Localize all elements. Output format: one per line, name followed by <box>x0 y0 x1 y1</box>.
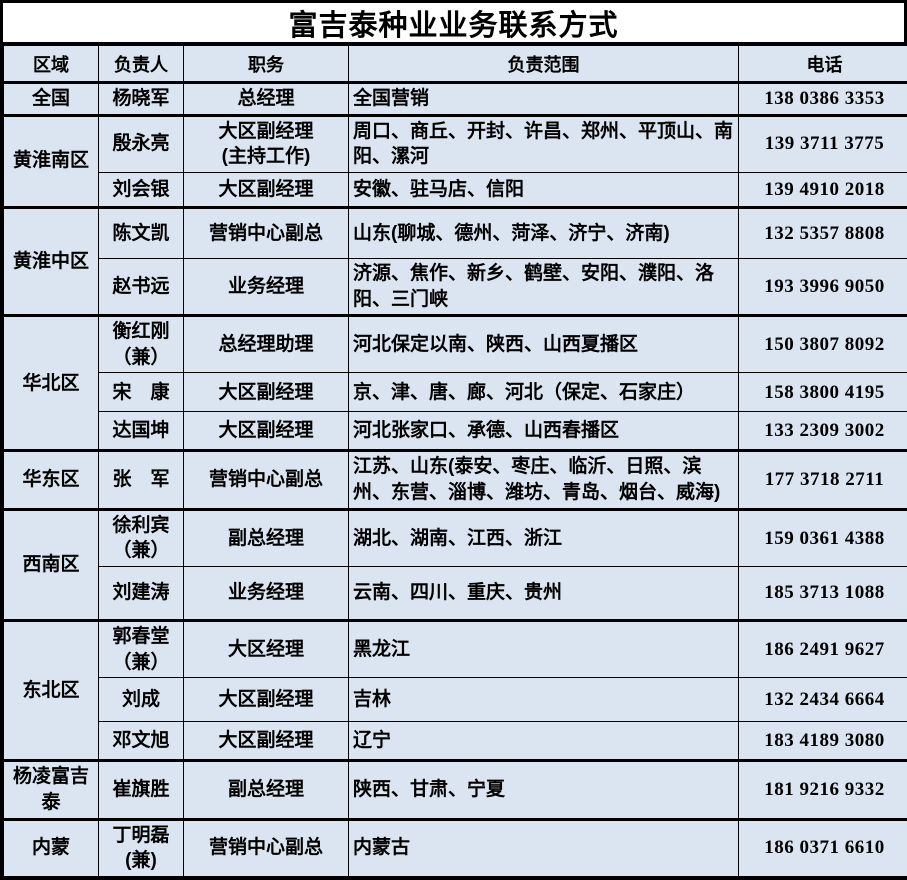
phone-cell: 138 0386 3353 <box>739 83 907 116</box>
scope-cell: 黑龙江 <box>349 621 739 678</box>
scope-cell: 辽宁 <box>349 722 739 761</box>
person-cell: 邓文旭 <box>99 722 184 761</box>
position-cell: 业务经理 <box>184 258 349 315</box>
position-cell: 总经理助理 <box>184 316 349 373</box>
scope-cell: 陕西、甘肃、宁夏 <box>349 761 739 819</box>
col-header-phone: 电话 <box>739 46 907 83</box>
position-cell: 总经理 <box>184 83 349 116</box>
person-cell: 宋 康 <box>99 373 184 412</box>
person-cell: 殷永亮 <box>99 115 184 172</box>
person-cell: 杨晓军 <box>99 83 184 116</box>
position-cell: 副总经理 <box>184 761 349 819</box>
position-cell: 大区副经理 <box>184 722 349 761</box>
scope-cell: 安徽、驻马店、信阳 <box>349 172 739 207</box>
col-header-person: 负责人 <box>99 46 184 83</box>
person-cell: 刘会银 <box>99 172 184 207</box>
scope-cell: 河北保定以南、陕西、山西夏播区 <box>349 316 739 373</box>
region-cell: 黄淮南区 <box>4 115 99 207</box>
region-cell: 杨凌富吉泰 <box>4 761 99 819</box>
table-row: 宋 康大区副经理京、津、唐、廊、河北（保定、石家庄）158 3800 4195 <box>4 373 907 412</box>
scope-cell: 河北张家口、承德、山西春播区 <box>349 412 739 451</box>
region-cell: 华东区 <box>4 451 99 509</box>
scope-cell: 湖北、湖南、江西、浙江 <box>349 509 739 566</box>
position-cell: 大区副经理 <box>184 373 349 412</box>
position-cell: 营销中心副总 <box>184 819 349 876</box>
person-cell: 刘建涛 <box>99 567 184 621</box>
phone-cell: 139 3711 3775 <box>739 115 907 172</box>
region-cell: 西南区 <box>4 509 99 620</box>
person-cell: 徐利宾 （兼） <box>99 509 184 566</box>
person-cell: 赵书远 <box>99 258 184 315</box>
position-cell: 大区经理 <box>184 621 349 678</box>
scope-cell: 全国营销 <box>349 83 739 116</box>
phone-cell: 139 4910 2018 <box>739 172 907 207</box>
phone-cell: 183 4189 3080 <box>739 722 907 761</box>
position-cell: 营销中心副总 <box>184 451 349 509</box>
page-title: 富吉泰种业业务联系方式 <box>3 3 904 45</box>
phone-cell: 186 2491 9627 <box>739 621 907 678</box>
phone-cell: 185 3713 1088 <box>739 567 907 621</box>
col-header-region: 区域 <box>4 46 99 83</box>
phone-cell: 186 0371 6610 <box>739 819 907 876</box>
position-cell: 大区副经理 <box>184 172 349 207</box>
position-cell: 业务经理 <box>184 567 349 621</box>
table-row: 黄淮南区殷永亮大区副经理 (主持工作)周口、商丘、开封、许昌、郑州、平顶山、南阳… <box>4 115 907 172</box>
person-cell: 陈文凯 <box>99 207 184 258</box>
person-cell: 张 军 <box>99 451 184 509</box>
phone-cell: 177 3718 2711 <box>739 451 907 509</box>
scope-cell: 云南、四川、重庆、贵州 <box>349 567 739 621</box>
phone-cell: 193 3996 9050 <box>739 258 907 315</box>
position-cell: 副总经理 <box>184 509 349 566</box>
person-cell: 衡红刚 （兼） <box>99 316 184 373</box>
scope-cell: 内蒙古 <box>349 819 739 876</box>
scope-cell: 济源、焦作、新乡、鹤壁、安阳、濮阳、洛阳、三门峡 <box>349 258 739 315</box>
position-cell: 大区副经理 <box>184 412 349 451</box>
phone-cell: 132 2434 6664 <box>739 678 907 722</box>
person-cell: 刘成 <box>99 678 184 722</box>
position-cell: 大区副经理 <box>184 678 349 722</box>
phone-cell: 150 3807 8092 <box>739 316 907 373</box>
scope-cell: 山东(聊城、德州、菏泽、济宁、济南) <box>349 207 739 258</box>
phone-cell: 133 2309 3002 <box>739 412 907 451</box>
phone-cell: 132 5357 8808 <box>739 207 907 258</box>
person-cell: 丁明磊 (兼) <box>99 819 184 876</box>
region-cell: 黄淮中区 <box>4 207 99 315</box>
col-header-position: 职务 <box>184 46 349 83</box>
phone-cell: 181 9216 9332 <box>739 761 907 819</box>
region-cell: 华北区 <box>4 316 99 451</box>
header-row: 区域 负责人 职务 负责范围 电话 <box>4 46 907 83</box>
scope-cell: 京、津、唐、廊、河北（保定、石家庄） <box>349 373 739 412</box>
person-cell: 崔旗胜 <box>99 761 184 819</box>
table-row: 黄淮中区陈文凯营销中心副总山东(聊城、德州、菏泽、济宁、济南)132 5357 … <box>4 207 907 258</box>
region-cell: 全国 <box>4 83 99 116</box>
region-cell: 内蒙 <box>4 819 99 876</box>
scope-cell: 江苏、山东(泰安、枣庄、临沂、日照、滨州、东营、淄博、潍坊、青岛、烟台、威海) <box>349 451 739 509</box>
scope-cell: 周口、商丘、开封、许昌、郑州、平顶山、南阳、漯河 <box>349 115 739 172</box>
region-cell: 东北区 <box>4 621 99 761</box>
phone-cell: 159 0361 4388 <box>739 509 907 566</box>
scope-cell: 吉林 <box>349 678 739 722</box>
position-cell: 营销中心副总 <box>184 207 349 258</box>
person-cell: 达国坤 <box>99 412 184 451</box>
phone-cell: 158 3800 4195 <box>739 373 907 412</box>
person-cell: 郭春堂 （兼） <box>99 621 184 678</box>
table-row: 华东区张 军营销中心副总江苏、山东(泰安、枣庄、临沂、日照、滨州、东营、淄博、潍… <box>4 451 907 509</box>
position-cell: 大区副经理 (主持工作) <box>184 115 349 172</box>
col-header-scope: 负责范围 <box>349 46 739 83</box>
